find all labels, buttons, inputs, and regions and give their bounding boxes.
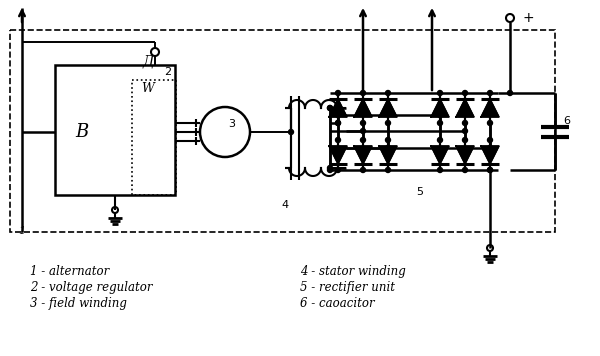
- Circle shape: [335, 112, 341, 117]
- Text: 5 - rectifier unit: 5 - rectifier unit: [300, 281, 395, 294]
- Polygon shape: [481, 99, 499, 117]
- Text: +: +: [522, 11, 533, 25]
- Circle shape: [386, 146, 391, 151]
- Text: 6 - caoacitor: 6 - caoacitor: [300, 297, 374, 310]
- Text: В: В: [76, 123, 89, 141]
- Polygon shape: [431, 99, 449, 117]
- Circle shape: [328, 166, 332, 171]
- Circle shape: [328, 168, 332, 173]
- Text: 5: 5: [416, 187, 424, 197]
- Text: 4: 4: [281, 200, 289, 210]
- Polygon shape: [329, 146, 347, 164]
- Polygon shape: [481, 146, 499, 164]
- Polygon shape: [354, 146, 372, 164]
- Text: 1: 1: [18, 226, 25, 236]
- Circle shape: [487, 137, 493, 142]
- Circle shape: [437, 168, 443, 173]
- Bar: [132, 80, 176, 195]
- Circle shape: [361, 120, 365, 126]
- Circle shape: [386, 120, 391, 126]
- Text: 4 - stator winding: 4 - stator winding: [300, 265, 406, 278]
- Circle shape: [463, 168, 467, 173]
- Circle shape: [437, 90, 443, 95]
- Bar: [10, 30, 555, 232]
- Polygon shape: [329, 99, 347, 117]
- Circle shape: [487, 168, 493, 173]
- Circle shape: [361, 137, 365, 142]
- Polygon shape: [379, 146, 397, 164]
- Circle shape: [508, 90, 512, 95]
- Circle shape: [361, 129, 365, 134]
- Polygon shape: [456, 146, 474, 164]
- Circle shape: [328, 105, 332, 110]
- Polygon shape: [456, 99, 474, 117]
- Circle shape: [437, 120, 443, 126]
- Circle shape: [487, 146, 493, 151]
- Circle shape: [335, 90, 341, 95]
- Circle shape: [289, 130, 293, 135]
- Text: W: W: [142, 82, 154, 94]
- Circle shape: [487, 120, 493, 126]
- Text: 6: 6: [563, 116, 571, 126]
- Circle shape: [335, 137, 341, 142]
- Circle shape: [335, 120, 341, 126]
- Circle shape: [361, 168, 365, 173]
- Bar: [55, 65, 175, 195]
- Text: 2 - voltage regulator: 2 - voltage regulator: [30, 281, 152, 294]
- Circle shape: [386, 90, 391, 95]
- Circle shape: [463, 120, 467, 126]
- Circle shape: [437, 137, 443, 142]
- Text: Д: Д: [142, 55, 154, 69]
- Circle shape: [361, 90, 365, 95]
- Circle shape: [335, 168, 341, 173]
- Circle shape: [328, 105, 332, 110]
- Polygon shape: [354, 99, 372, 117]
- Circle shape: [463, 129, 467, 134]
- Circle shape: [437, 112, 443, 117]
- Text: 2: 2: [164, 67, 172, 77]
- Circle shape: [386, 168, 391, 173]
- Circle shape: [487, 168, 493, 173]
- Circle shape: [463, 90, 467, 95]
- Circle shape: [335, 120, 341, 126]
- Circle shape: [487, 90, 493, 95]
- Text: 3 - field winding: 3 - field winding: [30, 297, 127, 310]
- Polygon shape: [431, 146, 449, 164]
- Text: 1 - alternator: 1 - alternator: [30, 265, 109, 278]
- Circle shape: [463, 137, 467, 142]
- Text: 3: 3: [229, 119, 235, 129]
- Circle shape: [386, 137, 391, 142]
- Polygon shape: [379, 99, 397, 117]
